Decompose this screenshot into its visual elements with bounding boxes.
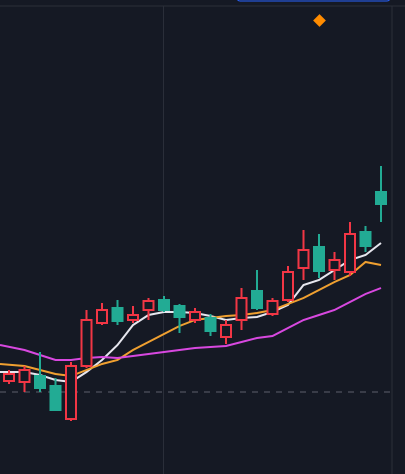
candle-body (18, 369, 31, 383)
candle-body (111, 307, 124, 322)
candle-body (49, 385, 62, 411)
candle-body (204, 317, 217, 332)
candle-body (3, 373, 15, 382)
toolbar-box[interactable] (237, 0, 390, 2)
candle-body (220, 324, 232, 338)
candle-body (282, 271, 294, 301)
candle-body (251, 290, 263, 309)
candle-body (189, 311, 201, 321)
plot (0, 166, 387, 421)
candle-body (80, 319, 93, 367)
candle-body (34, 375, 46, 389)
candle-body (328, 259, 341, 271)
moving-average (0, 287, 382, 361)
candle-body (142, 300, 155, 311)
candle-body (65, 365, 77, 420)
candle-body (297, 249, 310, 269)
candle-body (127, 314, 139, 321)
candle-body (313, 246, 325, 272)
candle-body (344, 233, 356, 273)
candle-body (173, 305, 186, 318)
candle-body (375, 191, 387, 205)
candle-body (96, 309, 108, 324)
event-marker[interactable] (313, 14, 326, 27)
candle-body (158, 299, 170, 311)
candle-body (359, 231, 372, 247)
candle-body (235, 297, 248, 321)
candle-body (266, 300, 279, 315)
